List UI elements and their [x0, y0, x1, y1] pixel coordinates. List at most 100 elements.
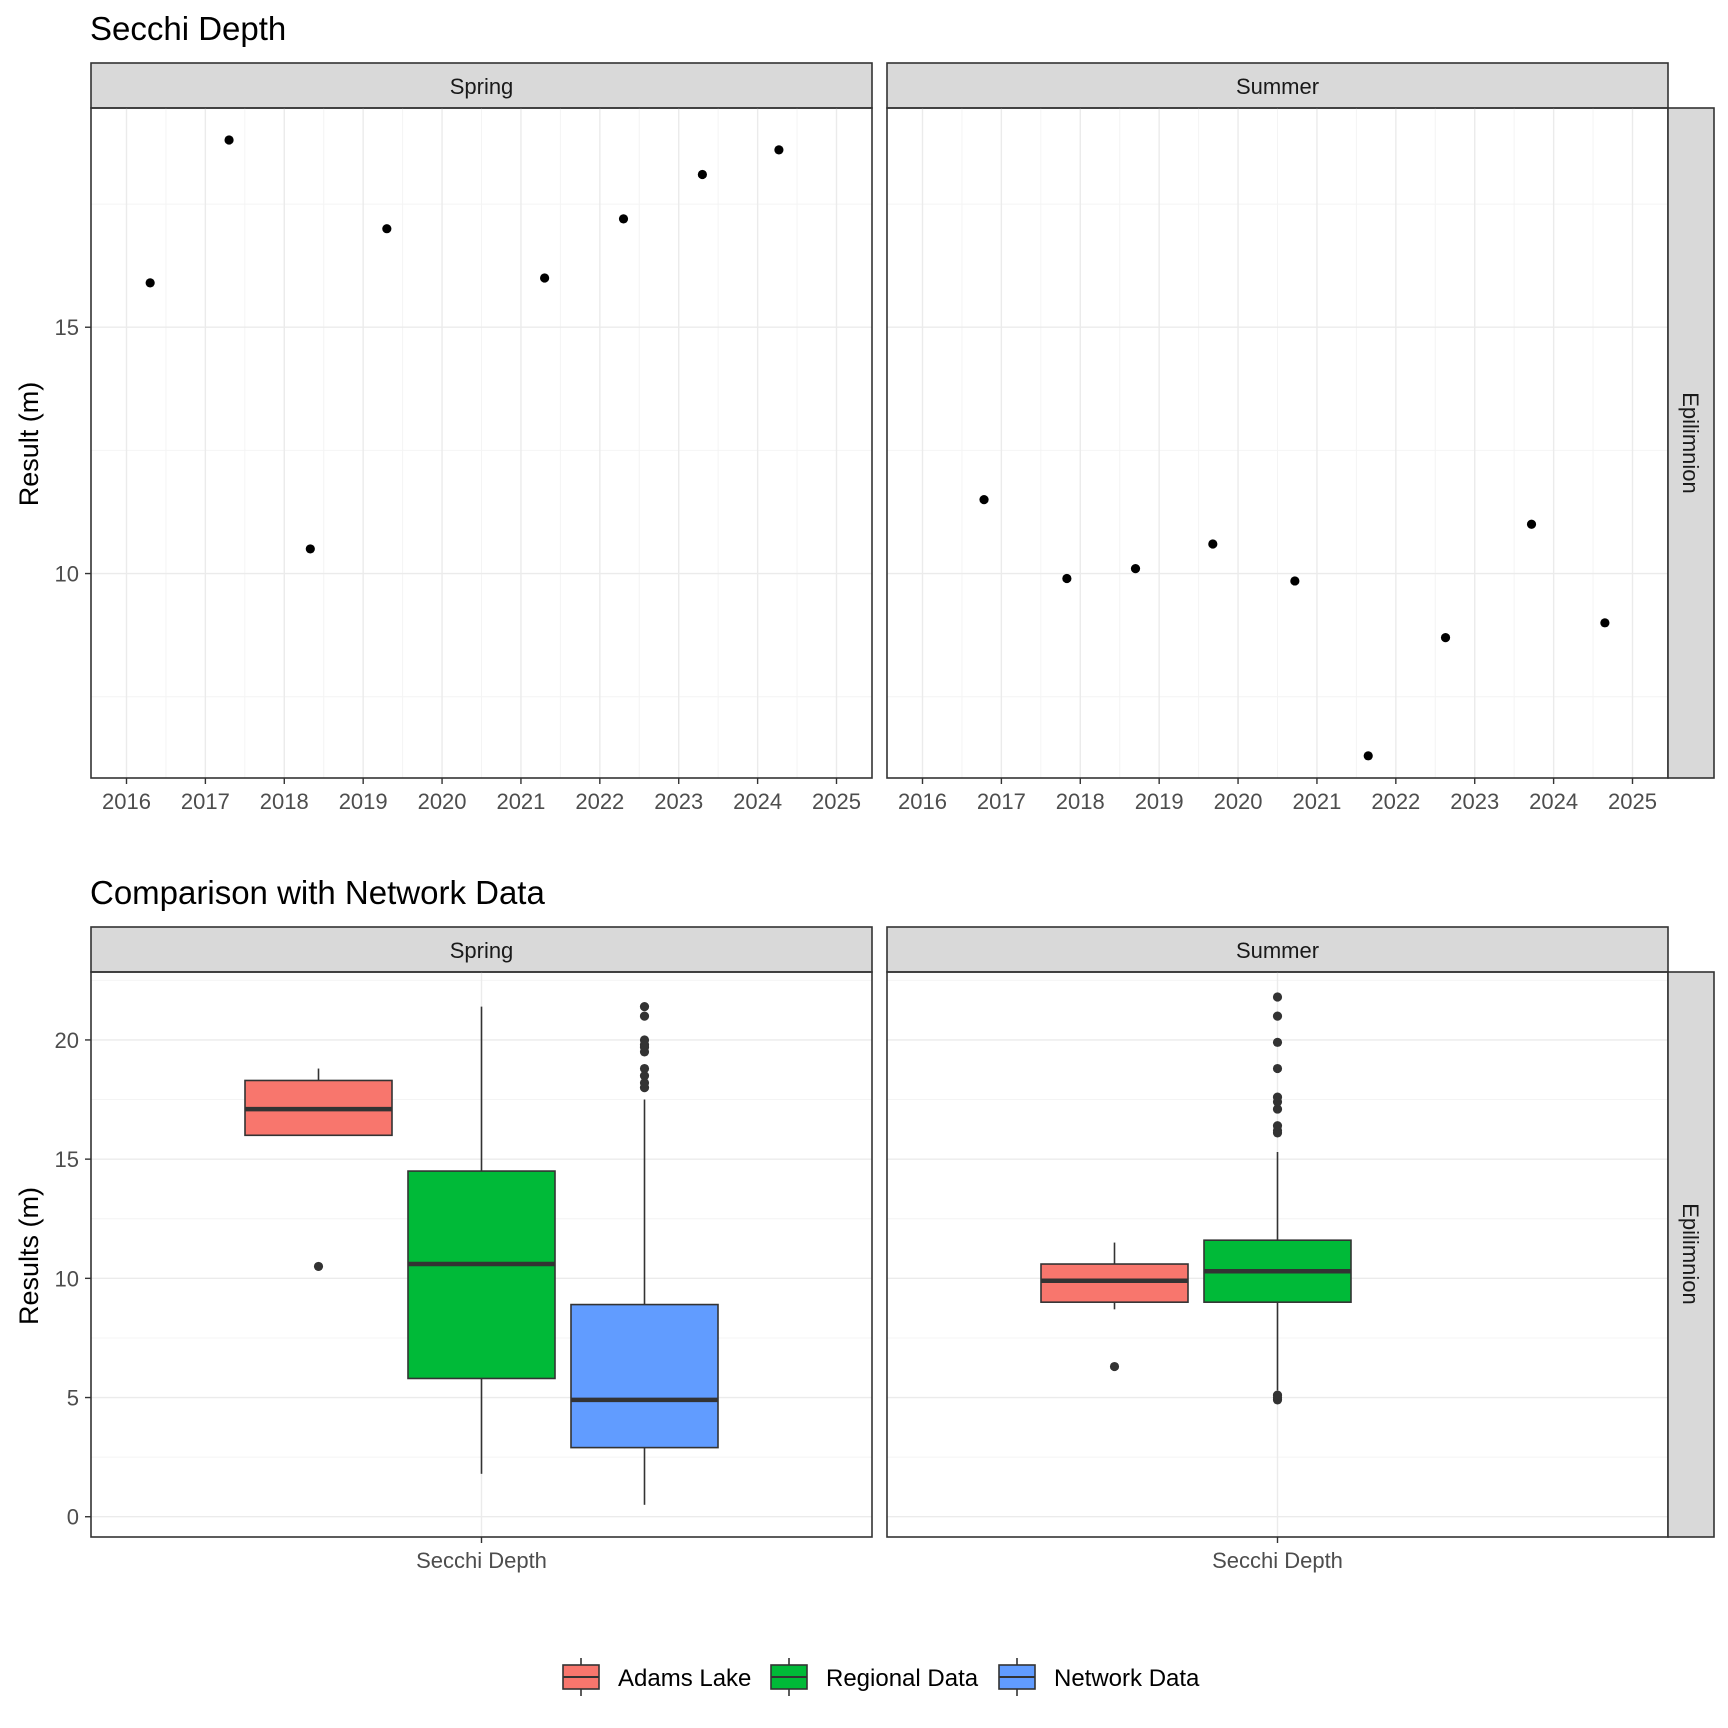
x-tick-label: Secchi Depth: [1212, 1548, 1343, 1573]
box-iqr: [570, 1303, 719, 1449]
y-tick-label: 10: [55, 1266, 79, 1291]
x-tick-label: 2019: [1135, 789, 1184, 814]
x-tick-label: 2017: [181, 789, 230, 814]
boxplots: [1040, 992, 1352, 1405]
x-tick-label: 2024: [1529, 789, 1578, 814]
data-point: [618, 214, 629, 224]
x-tick-label: 2022: [1371, 789, 1420, 814]
facet-label-summer: Summer: [1236, 74, 1319, 99]
outlier-point: [639, 1001, 650, 1012]
outlier-point: [1272, 1011, 1283, 1021]
outlier-point: [313, 1261, 324, 1272]
x-tick-label: 2023: [654, 789, 703, 814]
boxplots: [244, 1001, 719, 1505]
facet-label-spring: Spring: [450, 74, 514, 99]
facet-label-epilimnion: Epilimnion: [1678, 392, 1703, 494]
x-tick-label: 2023: [1450, 789, 1499, 814]
x-tick-label: 2018: [260, 789, 309, 814]
x-tick-label: 2020: [418, 789, 467, 814]
x-tick-label: 2021: [496, 789, 545, 814]
y-axis-ticks: 10 15: [55, 315, 91, 587]
data-point: [224, 135, 234, 145]
facet-strip-epilimnion: [1667, 971, 1715, 1538]
x-tick-label: Secchi Depth: [416, 1548, 547, 1573]
x-tick-label: 2018: [1056, 789, 1105, 814]
data-points: [979, 495, 1610, 761]
outlier-point: [1109, 1361, 1120, 1372]
chart-title: Secchi Depth: [90, 10, 286, 47]
boxplot-regional-data: [407, 1006, 556, 1474]
facet-strip-summer: [886, 62, 1669, 109]
data-point: [305, 544, 315, 554]
y-tick-label: 5: [67, 1386, 79, 1411]
legend-label: Regional Data: [826, 1665, 979, 1692]
data-point: [979, 495, 989, 505]
facet-strip-epilimnion: [1667, 107, 1715, 779]
data-points: [145, 135, 784, 554]
outlier-point: [1272, 1037, 1283, 1047]
x-tick-label: 2016: [102, 789, 151, 814]
outlier-point: [1272, 1121, 1283, 1131]
x-tick-label: 2025: [1608, 789, 1657, 814]
facet-label-spring: Spring: [450, 938, 514, 963]
outlier-point: [1272, 1390, 1283, 1400]
box-iqr: [407, 1170, 556, 1380]
y-axis-title: Result (m): [14, 382, 44, 507]
data-point: [774, 145, 784, 155]
box-panel-spring: Spring 0 5 10 15 20 Secchi Depth: [55, 926, 873, 1573]
data-point: [1440, 632, 1451, 643]
boxplot-regional-data: [1203, 992, 1352, 1405]
x-tick-label: 2020: [1214, 789, 1263, 814]
x-tick-label: 2017: [977, 789, 1026, 814]
outlier-point: [639, 1035, 650, 1045]
data-point: [1208, 539, 1218, 549]
x-tick-label: 2021: [1292, 789, 1341, 814]
legend-label: Adams Lake: [618, 1665, 751, 1692]
y-tick-label: 15: [55, 1147, 79, 1172]
y-axis-ticks: 0 5 10 15 20: [55, 1028, 91, 1530]
outlier-point: [1272, 992, 1283, 1002]
facet-label-epilimnion: Epilimnion: [1678, 1203, 1703, 1305]
y-axis-title: Results (m): [14, 1187, 44, 1325]
x-tick-label: 2016: [898, 789, 947, 814]
x-tick-label: 2024: [733, 789, 782, 814]
outlier-point: [1272, 1104, 1283, 1114]
outlier-point: [1272, 1092, 1283, 1102]
facet-strip-summer: [886, 926, 1669, 973]
x-axis-ticks: 2016 2017 2018 2019 2020 2021 2022 2023 2024 2025: [898, 778, 1657, 814]
data-point: [382, 224, 392, 234]
x-axis-ticks: 2016 2017 2018 2019 2020 2021 2022 2023 2024 2025: [102, 778, 861, 814]
legend-item: Adams Lake: [562, 1658, 751, 1696]
data-point: [1363, 751, 1373, 761]
secchi-depth-chart: Secchi Depth Result (m) Spring 2016 2017 2…: [14, 10, 1715, 814]
x-tick-label: 2022: [575, 789, 624, 814]
y-tick-label: 10: [55, 562, 79, 587]
outlier-point: [639, 1078, 650, 1088]
y-tick-label: 20: [55, 1028, 79, 1053]
data-point: [1600, 618, 1610, 628]
panel-border: [90, 107, 873, 779]
chart-title: Comparison with Network Data: [90, 874, 545, 911]
outlier-point: [1272, 1063, 1283, 1074]
boxplot-adams-lake: [244, 1068, 393, 1272]
data-point: [1526, 519, 1537, 529]
boxplot-network-data: [570, 1001, 719, 1505]
boxplot-adams-lake: [1040, 1242, 1189, 1372]
data-point: [1130, 564, 1141, 574]
data-point: [145, 278, 155, 288]
box-iqr: [1040, 1263, 1189, 1303]
outlier-point: [639, 1063, 650, 1074]
data-point: [1062, 573, 1072, 584]
comparison-chart: Comparison with Network Data Results (m)…: [14, 874, 1715, 1573]
panel-gridlines: [887, 108, 1668, 778]
scatter-panel-summer: Summer 2016 2017 2018 2019 2020 2021 2022 2023 2…: [886, 62, 1669, 814]
x-tick-label: 2025: [812, 789, 861, 814]
panel-gridlines: [91, 108, 872, 778]
legend-item: Regional Data: [770, 1658, 979, 1696]
facet-label-summer: Summer: [1236, 938, 1319, 963]
x-tick-label: 2019: [339, 789, 388, 814]
scatter-panel-spring: Spring 2016 2017 2018 2019 2020 2021 2022 2023 2…: [55, 62, 873, 814]
data-point: [540, 273, 550, 283]
outlier-point: [639, 1071, 650, 1081]
